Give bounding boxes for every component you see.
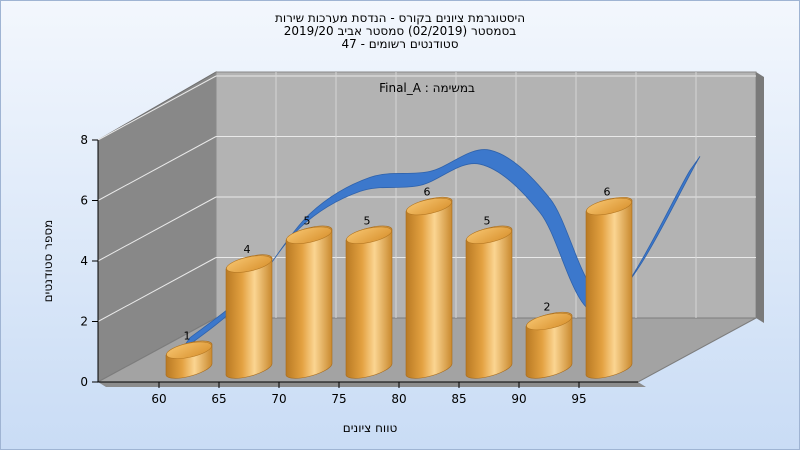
bar-top: [406, 197, 452, 216]
bar-value-label: 5: [484, 214, 491, 227]
y-tick-label: 0: [80, 375, 88, 389]
bar-top: [226, 255, 272, 273]
bar-top: [466, 226, 512, 244]
bar-value-label: 2: [544, 301, 551, 314]
bar-top: [346, 226, 392, 244]
x-tick-label: 65: [211, 392, 226, 406]
bar-value-label: 6: [604, 186, 611, 199]
bar-top: [586, 197, 632, 216]
x-tick-label: 95: [571, 392, 586, 406]
bar: [285, 225, 333, 379]
chart-title-line-2: בסמסטר (02/2019) סמסטר אביב 2019/20: [283, 24, 517, 38]
y-tick-label: 8: [80, 133, 88, 147]
bar-value-label: 5: [304, 214, 311, 227]
x-axis-label: טווח ציונים: [343, 421, 398, 435]
gridline: [97, 257, 217, 322]
y-tick-label: 6: [80, 194, 88, 208]
bar-body: [285, 225, 333, 379]
bar-body: [405, 196, 453, 379]
bar-value-label: 4: [244, 243, 251, 256]
bar-body: [225, 254, 273, 379]
bar: [165, 340, 213, 379]
bar-value-label: 1: [184, 329, 191, 342]
chart-title-line-3: סטודנטים רשומים - 47: [341, 37, 459, 51]
x-tick-label: 70: [271, 392, 286, 406]
x-tick-label: 80: [391, 392, 406, 406]
chart-title-line-1: היסטוגרמת ציונים בקורס - הנדסת מערכות שי…: [274, 11, 526, 25]
y-tick-label: 4: [80, 254, 88, 268]
floor-front-edge: [98, 382, 646, 387]
bar-body: [585, 196, 633, 379]
gridline: [97, 136, 217, 201]
x-tick-label: 85: [451, 392, 466, 406]
data-labels: 1 4 5 5 6 5 2 6: [184, 186, 611, 343]
bar: [465, 225, 513, 379]
inner-chart-title: במשימה : Final_A: [379, 81, 475, 95]
y-tick-label: 2: [80, 315, 88, 329]
gridline: [97, 75, 217, 141]
bar-body: [345, 225, 393, 379]
y-ticks: 0 2 4 6 8: [80, 133, 98, 389]
bar-value-label: 6: [424, 186, 431, 199]
gridline: [97, 196, 217, 262]
bar: [525, 311, 573, 379]
bar-top: [166, 341, 212, 359]
trend-curve: [179, 149, 701, 353]
x-tick-label: 60: [151, 392, 166, 406]
x-ticks: 60 65 70 75 80 85 90 95: [151, 382, 587, 406]
bars: [165, 196, 633, 379]
bar-body: [465, 225, 513, 379]
bar: [225, 254, 273, 379]
right-edge: [756, 72, 764, 323]
bar-top: [286, 226, 332, 244]
bar-top: [526, 312, 572, 331]
bar-value-label: 5: [364, 214, 371, 227]
x-tick-label: 75: [331, 392, 346, 406]
bar: [585, 196, 633, 379]
y-axis-label: מספר סטודנטים: [41, 220, 55, 303]
x-tick-label: 90: [511, 392, 526, 406]
bar: [345, 225, 393, 379]
bar: [405, 196, 453, 379]
